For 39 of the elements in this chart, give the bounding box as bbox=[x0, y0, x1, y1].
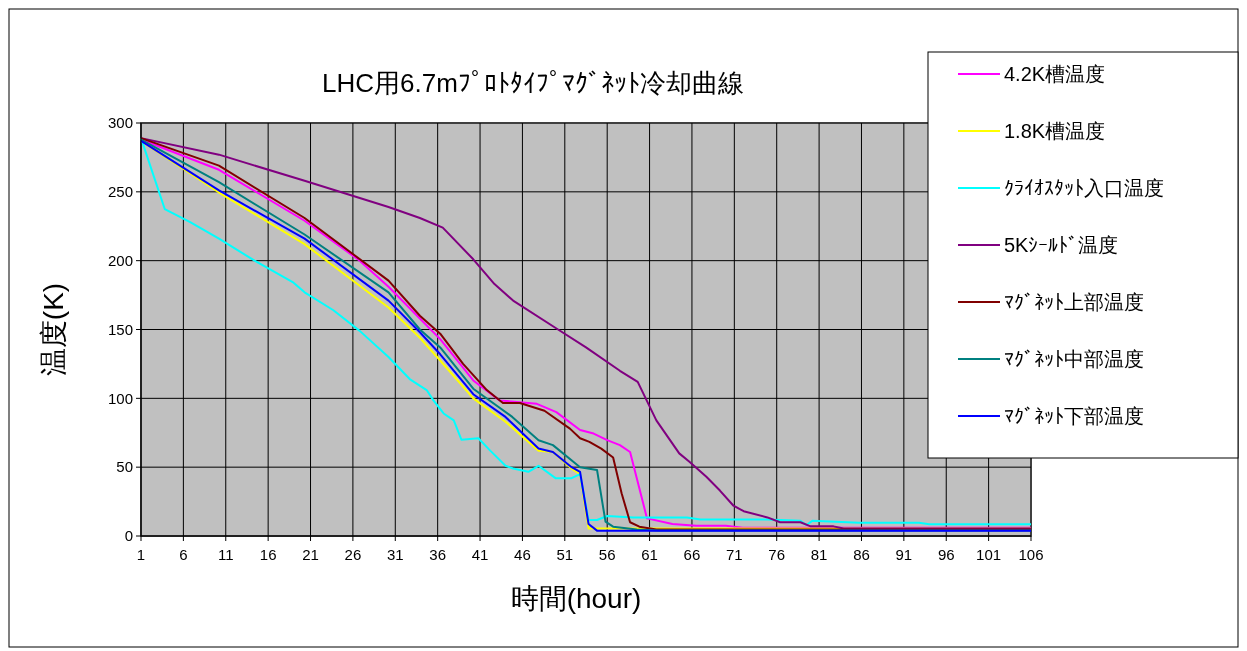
x-tick-label: 16 bbox=[259, 546, 277, 563]
x-tick-label: 21 bbox=[302, 546, 319, 563]
x-tick-label: 61 bbox=[641, 546, 658, 563]
y-axis-title: 温度(K) bbox=[38, 282, 69, 377]
y-tick-label: 200 bbox=[107, 251, 133, 269]
x-tick-label: 81 bbox=[810, 546, 828, 563]
x-tick-label: 41 bbox=[471, 546, 489, 563]
y-tick-label: 150 bbox=[107, 320, 133, 338]
legend-label: 1.8K槽温度 bbox=[1004, 120, 1106, 142]
x-tick-label: 66 bbox=[683, 546, 701, 563]
y-tick-label: 50 bbox=[116, 458, 133, 476]
x-tick-label: 56 bbox=[598, 546, 616, 563]
legend-label: ｸﾗｲｵｽﾀｯﾄ入口温度 bbox=[1004, 177, 1164, 199]
legend-label: ﾏｸﾞﾈｯﾄ上部温度 bbox=[1004, 291, 1144, 313]
x-tick-label: 1 bbox=[136, 546, 146, 563]
x-tick-label: 86 bbox=[853, 546, 870, 563]
x-tick-label: 96 bbox=[937, 546, 955, 563]
legend-label: 4.2K槽温度 bbox=[1004, 63, 1106, 85]
legend-label: ﾏｸﾞﾈｯﾄ中部温度 bbox=[1004, 348, 1144, 370]
y-tick-label: 100 bbox=[107, 389, 133, 407]
x-axis-title: 時間(hour) bbox=[510, 583, 642, 614]
x-tick-label: 106 bbox=[1018, 546, 1044, 563]
x-tick-label: 6 bbox=[179, 546, 188, 563]
x-tick-label: 31 bbox=[386, 546, 404, 563]
x-tick-label: 51 bbox=[556, 546, 574, 563]
x-tick-label: 76 bbox=[768, 546, 786, 563]
x-tick-label: 11 bbox=[217, 546, 234, 563]
x-tick-label: 46 bbox=[514, 546, 531, 563]
legend-label: ﾏｸﾞﾈｯﾄ下部温度 bbox=[1004, 405, 1144, 427]
x-tick-label: 91 bbox=[895, 546, 913, 563]
y-tick-label: 300 bbox=[107, 114, 133, 132]
x-tick-label: 101 bbox=[976, 546, 1002, 563]
x-tick-label: 36 bbox=[429, 546, 447, 563]
legend-label: 5Kｼｰﾙﾄﾞ温度 bbox=[1004, 234, 1119, 256]
x-tick-label: 26 bbox=[344, 546, 362, 563]
x-tick-label: 71 bbox=[725, 546, 743, 563]
y-tick-label: 250 bbox=[107, 183, 133, 201]
chart-title: LHC用6.7mﾌﾟﾛﾄﾀｲﾌﾟﾏｸﾞﾈｯﾄ冷却曲線 bbox=[322, 68, 744, 98]
y-tick-label: 0 bbox=[124, 527, 133, 545]
